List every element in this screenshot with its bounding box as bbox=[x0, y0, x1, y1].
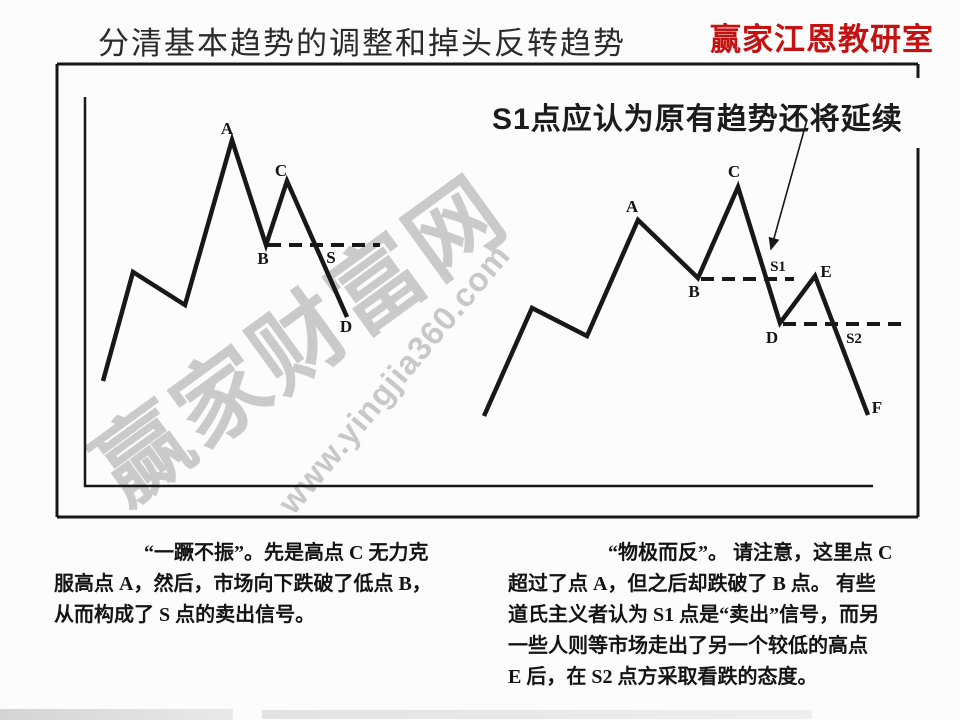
caption-line: E 后，在 S2 点方采取看跌的态度。 bbox=[508, 666, 818, 688]
point-label-A: A bbox=[221, 119, 234, 138]
caption-line: 服高点 A，然后，市场向下跌破了低点 B， bbox=[54, 573, 432, 595]
caption-left: “一蹶不振”。先是高点 C 无力克服高点 A，然后，市场向下跌破了低点 B， 从而… bbox=[54, 538, 466, 631]
caption-line: “一蹶不振”。先是高点 C 无力克 bbox=[144, 542, 429, 564]
point-label-C: C bbox=[275, 161, 287, 180]
point-label-S2: S2 bbox=[846, 331, 862, 347]
caption-line: 道氏主义者认为 S1 点是“卖出”信号，而另 bbox=[508, 604, 880, 626]
scan-artifact-bar-left bbox=[0, 709, 233, 720]
s1-annotation-text: S1点应认为原有趋势还将延续 bbox=[492, 103, 903, 136]
point-label-D: D bbox=[340, 317, 352, 336]
point-label-S: S bbox=[326, 248, 335, 267]
point-label-B: B bbox=[257, 249, 268, 268]
caption-right: “物极而反”。 请注意，这里点 C 超过了点 A，但之后却跌破了 B 点。 有些道… bbox=[508, 538, 932, 693]
scan-artifact-bar-right bbox=[262, 710, 812, 719]
point-label-A: A bbox=[626, 197, 639, 216]
caption-line: 从而构成了 S 点的卖出信号。 bbox=[54, 604, 316, 626]
caption-line: 一些人则等市场走出了另一个较低的高点 bbox=[508, 635, 868, 657]
point-label-S1: S1 bbox=[770, 259, 786, 275]
point-label-C: C bbox=[728, 162, 740, 181]
correction-failure-swing-price-line bbox=[100, 132, 350, 382]
caption-line: “物极而反”。 请注意，这里点 C bbox=[608, 542, 893, 564]
page-title: 分清基本趋势的调整和掉头反转趋势 bbox=[98, 26, 626, 61]
top-reversal-two-signals-price-line bbox=[481, 180, 871, 417]
caption-line: 超过了点 A，但之后却跌破了 B 点。 有些 bbox=[508, 573, 876, 595]
point-label-E: E bbox=[820, 262, 831, 281]
point-label-F: F bbox=[872, 398, 882, 417]
point-label-D: D bbox=[766, 328, 778, 347]
point-label-B: B bbox=[688, 282, 699, 301]
brand-red-text: 赢家江恩教研室 bbox=[710, 22, 934, 57]
annotation-arrow bbox=[768, 119, 808, 251]
